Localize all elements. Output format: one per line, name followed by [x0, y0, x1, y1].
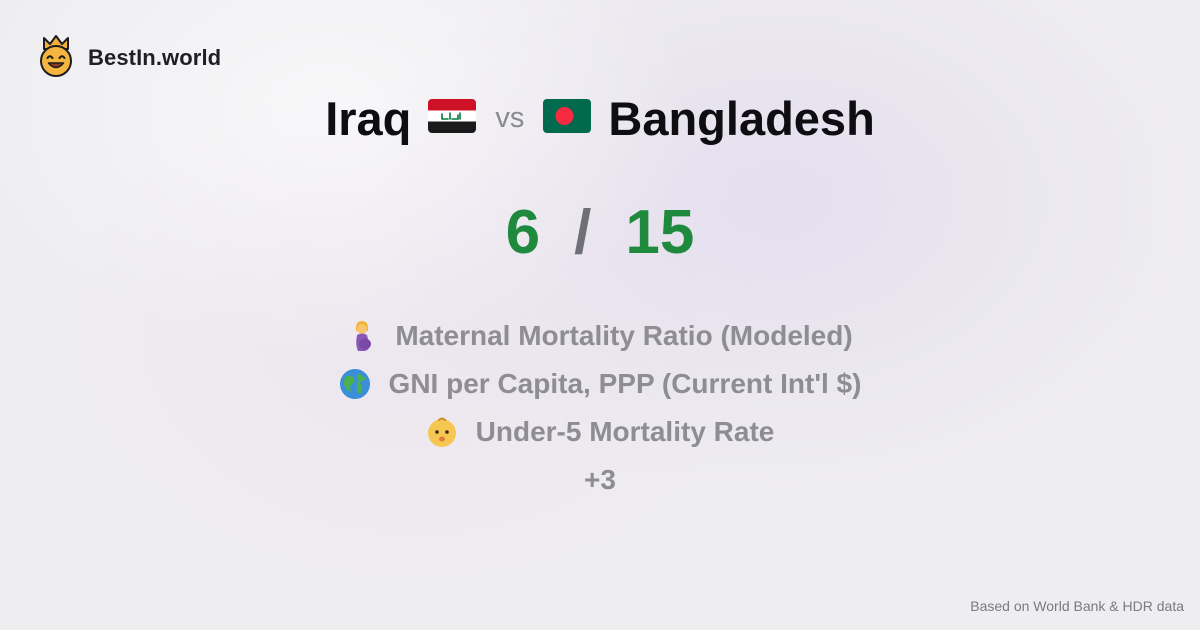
metric-item: GNI per Capita, PPP (Current Int'l $)	[0, 360, 1200, 408]
score-separator: /	[574, 197, 592, 267]
metric-label: Under-5 Mortality Rate	[475, 416, 775, 447]
metric-label: GNI per Capita, PPP (Current Int'l $)	[388, 368, 862, 399]
left-country-name: Iraq	[325, 91, 412, 145]
metric-item: Under-5 Mortality Rate	[0, 408, 1200, 456]
pregnant-woman-icon	[347, 319, 377, 353]
score: 6 / 15	[0, 196, 1200, 268]
vs-label: vs	[495, 101, 525, 134]
metric-label: Maternal Mortality Ratio (Modeled)	[395, 320, 853, 351]
brand[interactable]: BestIn.world	[38, 34, 222, 82]
baby-icon	[426, 416, 458, 448]
more-metrics-count: +3	[584, 464, 616, 495]
left-score: 6	[505, 197, 541, 267]
bangladesh-flag-icon	[543, 98, 592, 138]
brand-name: BestIn.world	[88, 45, 222, 70]
metric-item: Maternal Mortality Ratio (Modeled)	[0, 312, 1200, 360]
metrics-list: Maternal Mortality Ratio (Modeled) GNI p…	[0, 312, 1200, 504]
source-footnote: Based on World Bank & HDR data	[970, 598, 1184, 614]
globe-icon	[339, 368, 371, 400]
iraq-flag-icon	[428, 98, 477, 138]
comparison-title: Iraq vs Bangladesh	[0, 88, 1200, 148]
right-score: 15	[625, 197, 695, 267]
crown-smiley-icon	[38, 34, 74, 82]
right-country-name: Bangladesh	[608, 91, 875, 145]
